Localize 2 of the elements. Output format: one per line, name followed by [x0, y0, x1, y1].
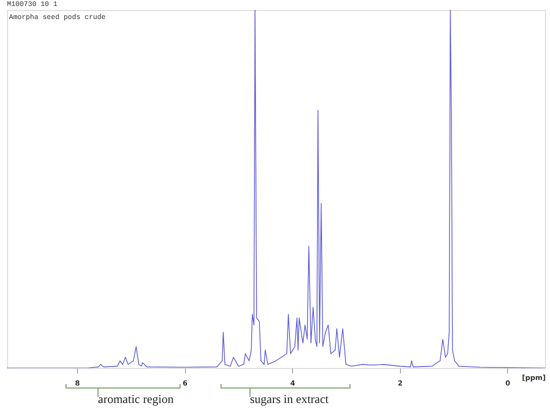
- text: aromatic region: [98, 392, 174, 407]
- text: sugars in extract: [250, 392, 329, 407]
